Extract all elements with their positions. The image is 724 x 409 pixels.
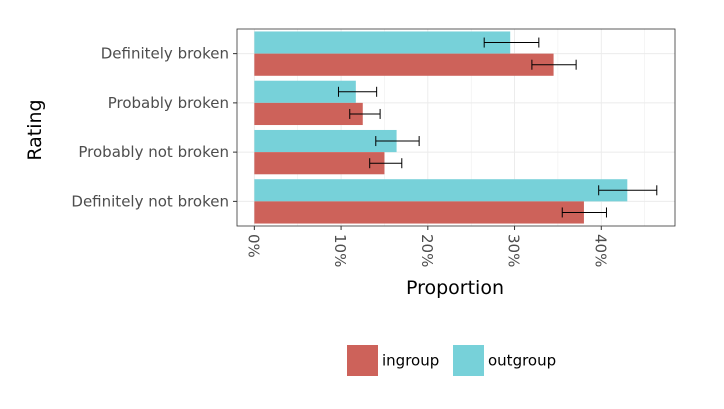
y-tick-label-definitely-not-broken: Definitely not broken xyxy=(71,192,229,210)
bar-outgroup-probably-broken xyxy=(254,80,356,103)
bar-ingroup-definitely-not-broken xyxy=(254,201,584,224)
y-axis-title: Rating xyxy=(24,99,46,160)
bar-ingroup-probably-not-broken xyxy=(254,152,385,175)
x-tick-label: 10% xyxy=(331,234,349,267)
error-bar-ingroup-definitely-not-broken xyxy=(561,207,607,218)
error-bar-ingroup-probably-not-broken xyxy=(369,158,403,169)
bar-outgroup-probably-not-broken xyxy=(254,129,397,153)
error-bar-outgroup-definitely-broken xyxy=(483,37,540,48)
bar-outgroup-definitely-broken xyxy=(254,31,511,54)
x-tick-label: 0% xyxy=(244,234,262,258)
error-bar-outgroup-definitely-not-broken xyxy=(598,185,658,196)
legend-item-outgroup: outgroup xyxy=(453,345,556,376)
bar-ingroup-probably-broken xyxy=(254,102,363,126)
x-tick-label: 40% xyxy=(591,234,609,267)
bar-outgroup-definitely-not-broken xyxy=(254,179,628,202)
y-tick-label-definitely-broken: Definitely broken xyxy=(101,45,229,63)
y-tick-label-probably-not-broken: Probably not broken xyxy=(78,143,229,161)
error-bar-outgroup-probably-not-broken xyxy=(375,136,420,147)
bars xyxy=(254,31,628,224)
panel-border xyxy=(236,28,676,227)
error-bar-ingroup-probably-broken xyxy=(349,108,381,119)
error-bar-ingroup-definitely-broken xyxy=(531,59,577,70)
legend-item-ingroup: ingroup xyxy=(347,345,439,376)
x-axis-ticks: 0% 10% 20% 30% 40% xyxy=(244,226,609,267)
legend: ingroup outgroup xyxy=(347,345,556,376)
error-bars xyxy=(337,37,658,218)
x-tick-label: 30% xyxy=(505,234,523,267)
legend-label-outgroup: outgroup xyxy=(488,352,556,370)
legend-label-ingroup: ingroup xyxy=(382,352,439,370)
legend-key-ingroup xyxy=(347,345,378,376)
legend-key-outgroup xyxy=(453,345,484,376)
bar-ingroup-definitely-broken xyxy=(254,53,554,76)
x-tick-label: 20% xyxy=(418,234,436,267)
y-axis-ticks: Definitely broken Probably broken Probably… xyxy=(71,45,237,210)
y-tick-label-probably-broken: Probably broken xyxy=(108,94,229,112)
error-bar-outgroup-probably-broken xyxy=(337,86,378,97)
x-axis-title: Proportion xyxy=(406,277,504,299)
